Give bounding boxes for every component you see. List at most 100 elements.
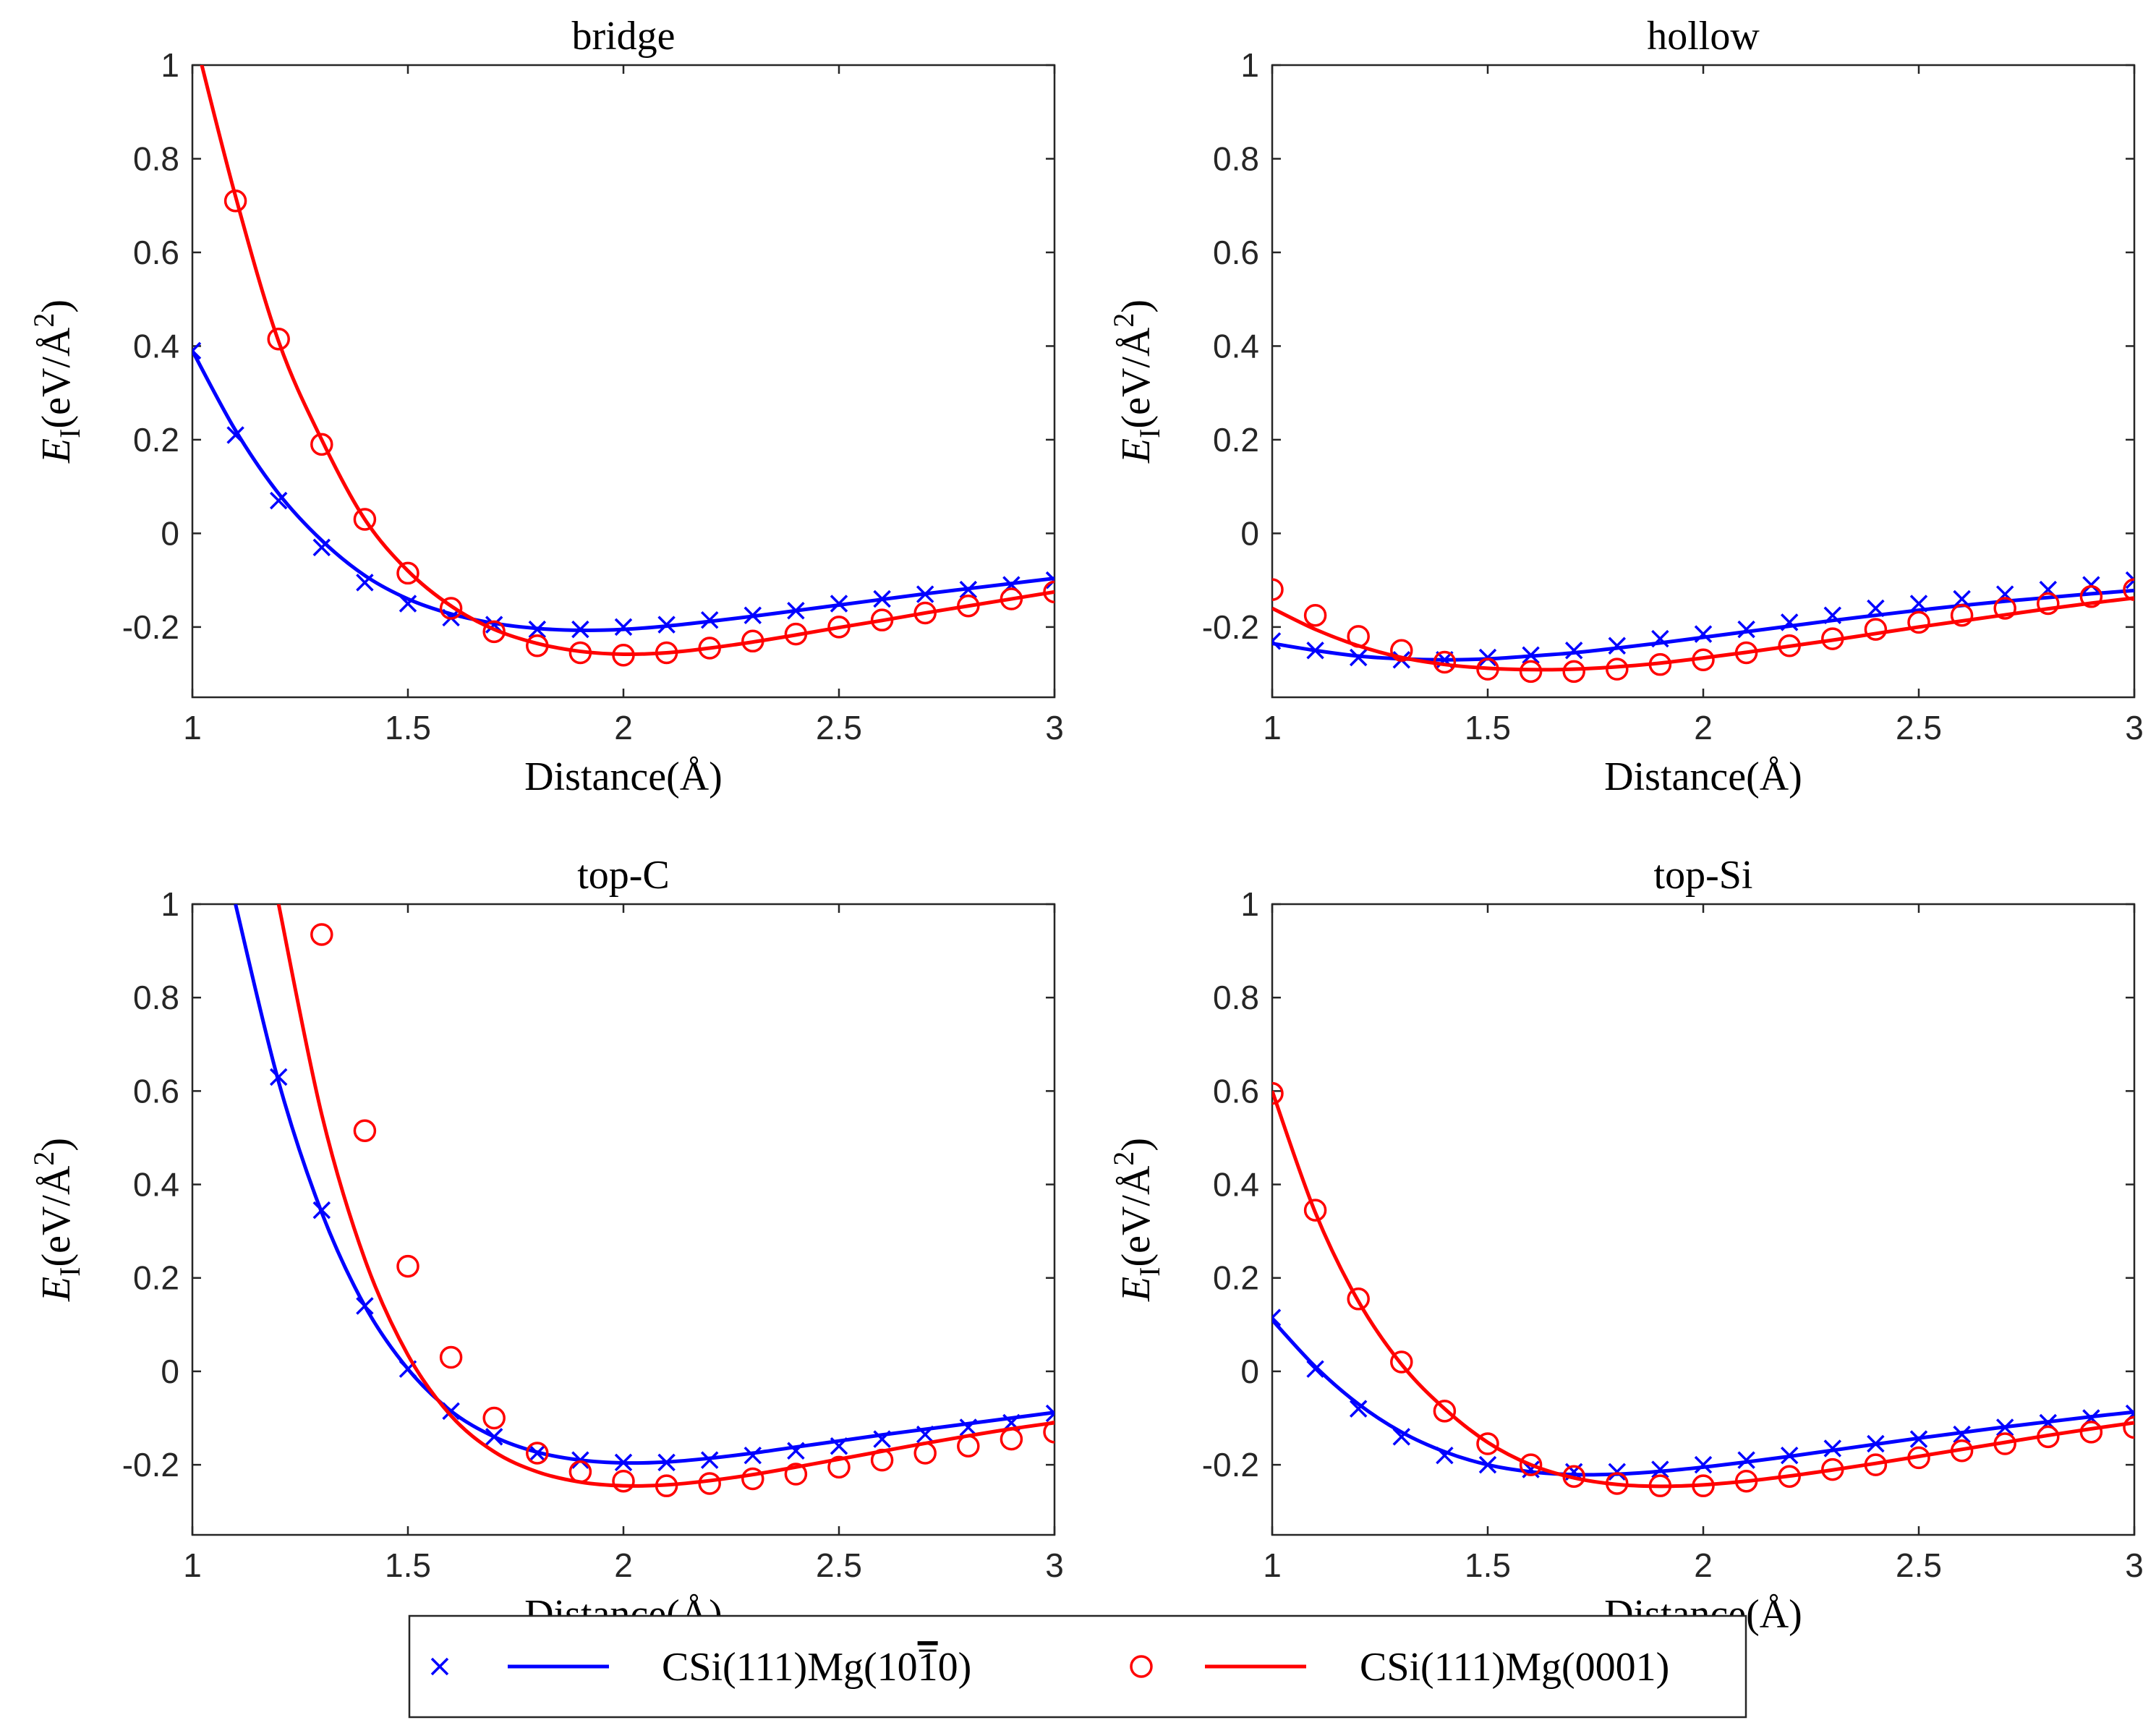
panel-bridge: 1 1.5 2 2.5 3 -0.2 0 0.2 0.4 0.6 0.8 1 bridge Distanc… [27,14,1064,799]
data-point-x [916,585,934,603]
data-point-o [1562,660,1585,684]
panel-title: hollow [1647,14,1760,59]
data-point-o [2123,578,2134,601]
data-point-o [1303,1199,1327,1222]
data-point-x [700,1451,719,1469]
y-tick-label: 1 [1240,885,1259,923]
data-point-o [267,327,290,351]
legend: CSi(111)Mg(1010) CSi(111)Mg(0001) [408,1614,1747,1719]
data-point-x [485,1428,503,1446]
data-point-o [957,1434,980,1458]
data-point-x [356,574,374,592]
data-point-x [571,620,589,639]
data-point-x [873,590,891,608]
x-axis-label: Distance(Å) [1604,754,1802,799]
data-point-o [957,595,980,618]
x-tick-label: 1 [1263,1546,1282,1584]
data-point-o [741,629,764,653]
data-point-o [913,1442,937,1465]
panel-title: top-Si [1654,853,1753,898]
y-tick-label: 0 [1240,1353,1259,1390]
data-point-x [959,580,978,599]
data-point-o [482,620,506,644]
data-point-o [1476,1432,1499,1455]
panel-top-Si: 1 1.5 2 2.5 3-0.200.20.40.60.81top-SiDistanc… [1107,853,2144,1637]
data-point-x [442,1402,460,1421]
data-point-x [1737,620,1755,639]
data-point-x [312,538,331,557]
legend-marker-o [1130,1655,1153,1678]
y-tick-label: 0.8 [1213,140,1259,177]
data-point-x [657,1453,676,1472]
x-tick-label: 2 [614,709,633,746]
axes-frame [191,64,1056,699]
data-point-x [1564,642,1583,660]
data-point-o [482,1406,506,1430]
y-axis-label: EI(eV/Å2) [27,1138,86,1302]
data-point-o [1433,650,1457,674]
data-point-x [830,1437,848,1455]
data-point-o [698,1472,721,1495]
data-point-x [1478,1455,1497,1474]
x-tick-label: 1.5 [385,1546,431,1584]
data-point-o [1519,1453,1543,1476]
data-point-o [1950,603,1974,627]
data-point-o [655,1474,678,1497]
x-tick-label: 2.5 [816,1546,862,1584]
x-tick-label: 3 [2125,709,2144,746]
y-tick-label: 0.2 [133,421,179,459]
y-tick-label: 0.6 [133,234,179,271]
data-point-x [873,1430,891,1448]
data-point-x [1694,1455,1713,1474]
data-point-o [1000,1427,1023,1451]
data-point-x [1436,1446,1454,1465]
data-point-o [1648,1474,1672,1497]
data-point-o [1476,657,1499,681]
data-point-o [1272,1081,1284,1105]
y-tick-label: 0.8 [133,140,179,177]
y-axis-label: EI(eV/Å2) [1107,299,1166,464]
data-point-x [1867,599,1885,618]
data-point-x [1780,1446,1799,1465]
series-fit-line-blue [192,349,1054,632]
data-point-o [1043,580,1054,604]
data-point-x [1349,1400,1368,1418]
data-point-o [1993,597,2016,620]
data-point-o [310,923,333,946]
y-tick-label: -0.2 [122,1446,179,1484]
data-point-o [1692,1474,1715,1497]
data-point-o [1864,618,1888,641]
data-point-x [528,620,547,639]
data-point-x [1909,1430,1928,1448]
data-point-x [1823,1439,1842,1457]
data-point-o [1692,648,1715,671]
data-point-x [1392,1428,1411,1446]
data-point-o [1734,1469,1758,1493]
y-tick-label: -0.2 [1202,608,1259,646]
y-tick-label: 0.6 [133,1072,179,1110]
y-tick-label: 0.4 [133,1166,179,1204]
x-tick-label: 2.5 [816,709,862,746]
data-point-o [396,561,419,585]
x-tick-label: 3 [1045,709,1064,746]
data-point-x [1478,648,1497,667]
x-tick-label: 1 [183,1546,202,1584]
y-tick-label: 0.2 [133,1259,179,1297]
data-point-o [353,508,377,531]
data-point-o [698,637,721,660]
x-tick-label: 1.5 [1465,1546,1511,1584]
y-tick-label: -0.2 [122,608,179,646]
series-fit-line-blue [1272,1319,2134,1477]
x-tick-label: 2 [1694,1546,1713,1584]
x-tick-label: 2.5 [1896,1546,1942,1584]
data-point-x [1272,632,1282,650]
y-tick-label: 0 [161,1353,179,1390]
data-point-x [1995,1418,2014,1437]
data-point-x [1909,595,1928,613]
y-tick-label: 1 [161,46,179,84]
series-fit-line-red [276,904,1054,1488]
data-point-o [1778,1465,1801,1489]
x-tick-label: 3 [1045,1546,1064,1584]
data-point-o [870,1448,894,1472]
